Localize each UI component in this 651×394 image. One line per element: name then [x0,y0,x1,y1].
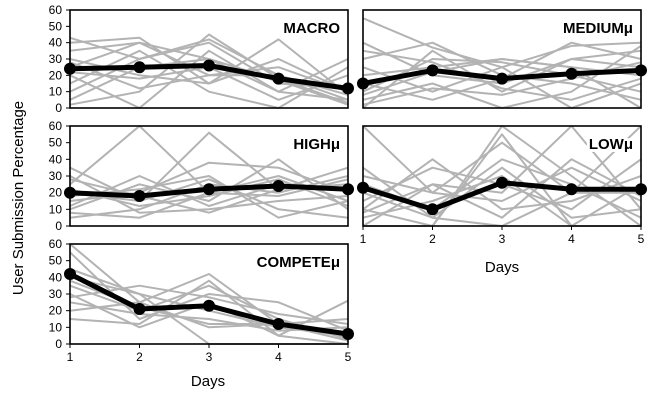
average-point-low-day-4 [565,183,578,196]
individual-line-high-10 [69,175,349,219]
x-tick-label-low-4: 4 [568,232,575,246]
x-axis-label-bottom-left: Days [191,373,225,390]
average-point-high-day-4 [272,180,285,192]
panel-compete: 0 10 20 30 40 50 60 1 2 3 4 5 COMPETEμ [49,237,354,364]
individual-line-high-12 [69,166,349,214]
individual-line-low-8 [362,166,642,202]
individual-line-low-10 [362,158,642,211]
individual-line-medium-10 [362,58,642,109]
y-tick-label-high-20: 20 [49,186,63,200]
individual-line-low-12 [362,158,642,219]
x-tick-label-low-2: 2 [429,232,436,246]
panel-title-medium: MEDIUMμ [563,20,633,37]
y-tick-label-macro-10: 10 [49,85,63,99]
y-tick-label-macro-40: 40 [49,36,63,50]
average-point-compete-day-4 [272,318,285,330]
x-tick-label-compete-4: 4 [275,350,282,364]
x-tick-label-low-5: 5 [638,232,645,246]
x-tick-label-low-1: 1 [360,232,367,246]
y-tick-label-macro-60: 60 [49,3,63,17]
panel-low: 1 2 3 4 5 LOWμ [357,125,647,246]
panel-macro: 0 10 20 30 40 50 60 MACRO [49,3,354,115]
individual-line-compete-8 [69,279,349,337]
individual-line-compete-10 [69,284,349,325]
average-point-compete-day-3 [203,299,215,312]
average-point-macro-day-3 [203,59,215,72]
y-tick-label-compete-0: 0 [55,337,62,351]
x-tick-label-low-3: 3 [499,232,506,246]
panel-title-low: LOWμ [589,136,633,153]
x-axis-label-top-right: Days [485,259,519,276]
x-tick-label-compete-5: 5 [345,350,352,364]
individual-line-low-4 [362,175,642,227]
average-point-macro-day-2 [133,61,146,74]
y-tick-label-compete-10: 10 [49,320,63,334]
y-tick-label-high-30: 30 [49,169,63,183]
y-tick-label-compete-30: 30 [49,287,63,301]
panel-title-high: HIGHμ [293,136,340,153]
average-point-medium-day-2 [426,64,439,77]
y-tick-label-macro-0: 0 [55,101,62,115]
average-point-low-day-3 [496,176,508,189]
y-tick-label-compete-40: 40 [49,270,63,284]
x-tick-label-compete-3: 3 [206,350,213,364]
individual-line-low-3 [362,125,642,227]
average-point-high-day-3 [203,183,215,196]
panel-frame-medium [362,9,642,109]
individual-line-macro-9 [69,58,349,101]
individual-line-medium-6 [362,49,642,109]
average-point-medium-day-3 [496,72,508,85]
y-tick-label-compete-60: 60 [49,237,63,251]
x-tick-label-compete-1: 1 [67,350,74,364]
individual-line-macro-12 [69,33,349,106]
y-tick-label-high-10: 10 [49,202,63,216]
average-point-high-day-2 [133,190,146,202]
average-point-low-day-2 [426,203,439,216]
panel-high: 0 10 20 30 40 50 60 HIGHμ [49,119,354,233]
average-point-compete-day-2 [133,303,146,315]
panel-title-macro: MACRO [283,20,340,37]
y-axis-label: User Submission Percentage [10,101,27,295]
y-tick-label-compete-50: 50 [49,254,63,268]
panel-medium: MEDIUMμ [357,9,647,109]
y-tick-label-macro-20: 20 [49,68,63,82]
y-tick-label-high-50: 50 [49,136,63,150]
individual-line-macro-10 [69,36,349,93]
y-tick-label-high-40: 40 [49,152,63,166]
average-point-medium-day-4 [565,67,578,80]
y-tick-label-high-60: 60 [49,119,63,133]
y-tick-label-macro-50: 50 [49,19,63,33]
individual-line-compete-7 [69,301,349,329]
individual-line-medium-7 [362,66,642,109]
y-tick-label-compete-20: 20 [49,304,63,318]
average-point-macro-day-4 [272,72,285,85]
y-tick-label-high-0: 0 [55,219,62,233]
x-tick-label-compete-2: 2 [136,350,143,364]
y-tick-label-macro-30: 30 [49,52,63,66]
individual-line-medium-12 [362,49,642,101]
panel-title-compete: COMPETEμ [257,254,340,271]
